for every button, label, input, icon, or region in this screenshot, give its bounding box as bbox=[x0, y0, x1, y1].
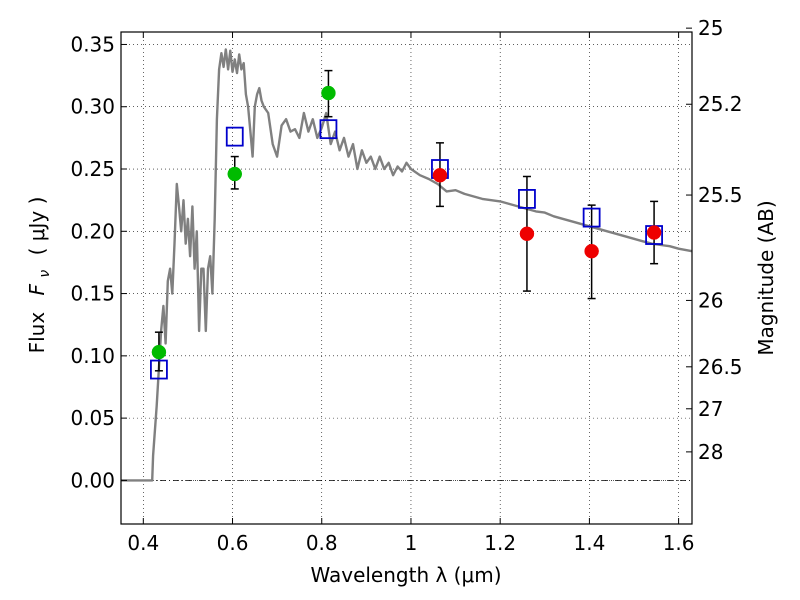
circle-point-1-0 bbox=[151, 344, 167, 360]
circle-point-1-1 bbox=[227, 166, 243, 182]
x-tick-label-6: 1.6 bbox=[663, 531, 695, 555]
y2-tick-label-1: 25.2 bbox=[698, 92, 743, 116]
x-tick-label-5: 1.4 bbox=[573, 531, 605, 555]
circle-point-2-2 bbox=[584, 243, 599, 259]
x-tick-label-2: 0.8 bbox=[306, 531, 338, 555]
y2-tick-label-0: 25 bbox=[698, 16, 723, 40]
y-tick-label-1: 0.05 bbox=[70, 406, 115, 430]
square-point-5 bbox=[582, 207, 601, 228]
circle-point-1-2 bbox=[321, 85, 336, 101]
square-point-4 bbox=[518, 189, 536, 209]
axis-ticks bbox=[121, 27, 692, 524]
y2-tick-label-2: 25.5 bbox=[698, 183, 743, 207]
y-axis-label-unit: ( μJy ) bbox=[25, 197, 49, 256]
x-tick-label-1: 0.6 bbox=[217, 531, 249, 555]
circle-point-2-3 bbox=[646, 225, 662, 240]
y-tick-label-5: 0.25 bbox=[70, 157, 115, 181]
model-spectrum bbox=[121, 48, 693, 482]
y-axis-label-subscript: ν bbox=[37, 270, 53, 278]
y2-axis-label: Magnitude (AB) bbox=[754, 200, 778, 355]
square-point-2 bbox=[319, 119, 338, 140]
y-axis-label: Flux F ν ( μJy ) bbox=[25, 197, 54, 354]
y2-tick-label-4: 26.5 bbox=[698, 355, 743, 379]
circle-point-2-0 bbox=[432, 167, 448, 183]
x-tick-label-3: 1 bbox=[405, 531, 418, 555]
x-tick-label-4: 1.2 bbox=[484, 531, 516, 555]
y2-tick-label-5: 27 bbox=[698, 397, 723, 421]
square-point-0 bbox=[150, 359, 168, 380]
plot-frame bbox=[120, 31, 693, 525]
y-tick-label-4: 0.20 bbox=[70, 219, 115, 243]
y-tick-label-2: 0.10 bbox=[70, 344, 115, 368]
data-points bbox=[150, 85, 663, 380]
y-tick-label-7: 0.35 bbox=[70, 32, 115, 56]
x-tick-label-0: 0.4 bbox=[127, 531, 159, 555]
model-spectrum-line bbox=[121, 48, 693, 482]
y-axis-label-text: Flux bbox=[25, 312, 49, 354]
y2-tick-label-6: 28 bbox=[698, 440, 723, 464]
x-axis-label: Wavelength λ (μm) bbox=[310, 563, 501, 587]
square-point-1 bbox=[225, 126, 244, 147]
y2-tick-label-3: 26 bbox=[698, 288, 723, 312]
y-tick-label-0: 0.00 bbox=[70, 468, 115, 492]
error-bars bbox=[154, 69, 659, 372]
y-axis-label-symbol: F bbox=[25, 283, 49, 295]
tick-labels: 0.4 0.6 0.8 1 1.2 1.4 1.6 0.00 0.05 0.10 0.15 0.20 0… bbox=[70, 16, 742, 555]
y-tick-label-6: 0.30 bbox=[70, 95, 115, 119]
circle-point-2-1 bbox=[519, 226, 535, 242]
y-tick-label-3: 0.15 bbox=[70, 282, 115, 306]
